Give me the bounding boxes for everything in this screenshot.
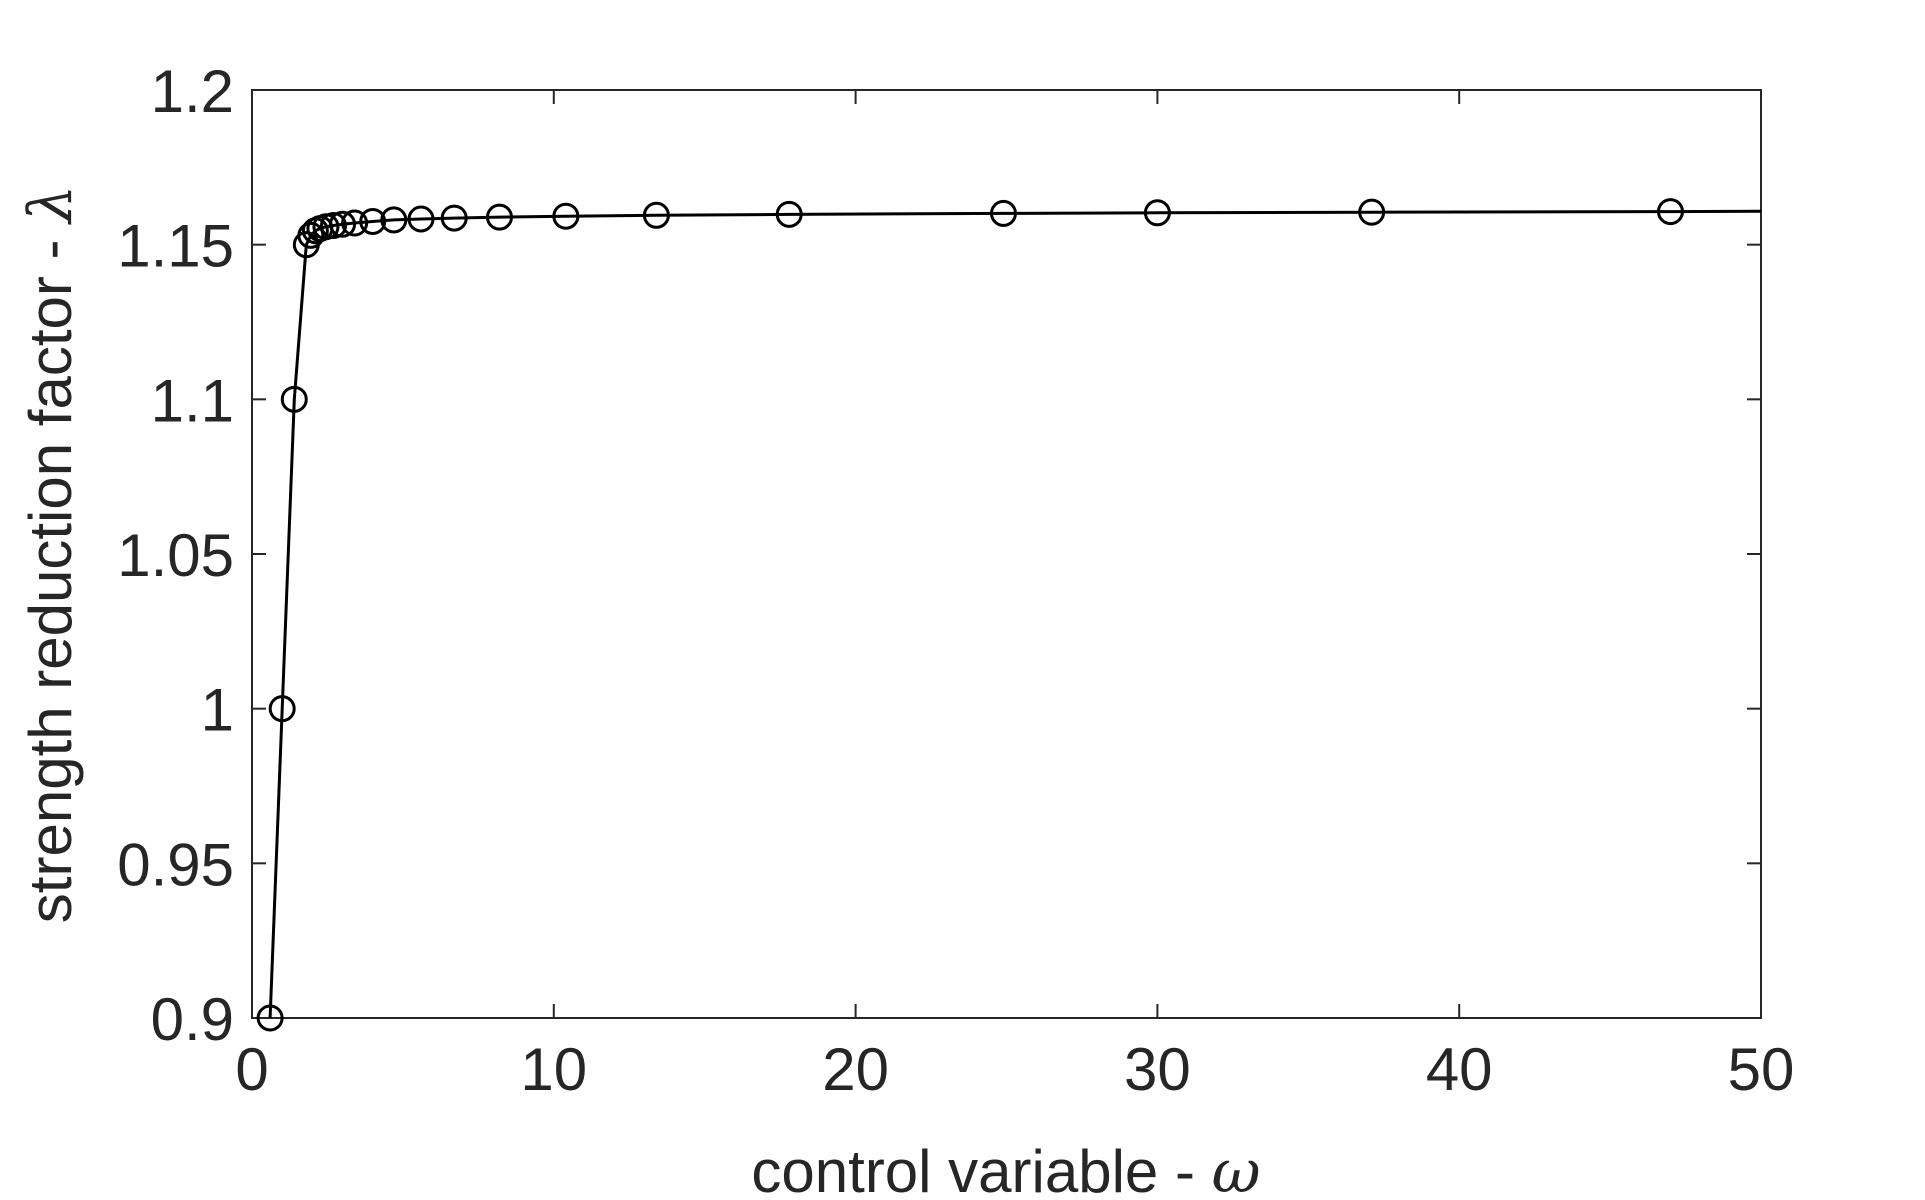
- data-point-marker: [485, 203, 513, 231]
- x-tick-label: 40: [1426, 1036, 1493, 1103]
- y-axis-symbol: λ: [16, 185, 86, 225]
- data-point-marker: [329, 210, 357, 238]
- data-point-marker: [1143, 199, 1171, 227]
- data-point-marker: [256, 1004, 284, 1032]
- series-group: [256, 198, 1762, 1032]
- y-tick-label: 1: [201, 677, 234, 744]
- y-tick-label: 0.9: [151, 986, 234, 1053]
- data-point-marker: [552, 202, 580, 230]
- data-point-marker: [1656, 198, 1684, 226]
- x-tick-label: 50: [1728, 1036, 1795, 1103]
- plot-area: [251, 89, 1762, 1019]
- y-tick-label: 1.1: [151, 367, 234, 434]
- data-point-marker: [380, 206, 408, 234]
- y-axis-ticks: 0.9 0.95 1 1.05 1.1 1.15 1.2: [117, 58, 1761, 1053]
- data-point-marker: [280, 385, 308, 413]
- data-point-marker: [359, 207, 387, 235]
- data-point-marker: [268, 695, 296, 723]
- x-tick-label: 0: [235, 1036, 268, 1103]
- y-axis-label-text: strength reduction factor -: [17, 223, 84, 923]
- data-point-marker: [440, 204, 468, 232]
- x-axis-label: control variable - ω: [751, 1137, 1260, 1200]
- data-point-marker: [642, 201, 670, 229]
- data-point-marker: [297, 221, 325, 249]
- y-axis-label: strength reduction factor - λ: [16, 185, 86, 923]
- data-point-marker: [989, 199, 1017, 227]
- y-tick-label: 1.05: [117, 522, 234, 589]
- x-axis-symbol: ω: [1212, 1137, 1261, 1200]
- data-point-marker: [407, 205, 435, 233]
- x-tick-label: 30: [1124, 1036, 1191, 1103]
- y-tick-label: 1.2: [151, 58, 234, 125]
- x-axis-label-text: control variable -: [751, 1138, 1211, 1200]
- x-tick-label: 20: [822, 1036, 889, 1103]
- data-point-marker: [341, 209, 369, 237]
- data-point-marker: [319, 211, 347, 239]
- data-point-marker: [775, 200, 803, 228]
- x-axis-ticks: 0 10 20 30 40 50: [235, 90, 1794, 1103]
- x-tick-label: 10: [520, 1036, 587, 1103]
- data-point-marker: [1358, 198, 1386, 226]
- y-tick-label: 1.15: [117, 213, 234, 280]
- y-tick-label: 0.95: [117, 831, 234, 898]
